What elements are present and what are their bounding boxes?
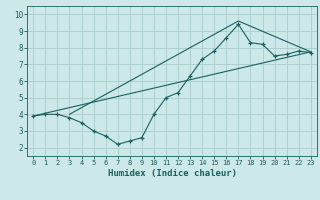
X-axis label: Humidex (Indice chaleur): Humidex (Indice chaleur) xyxy=(108,169,236,178)
